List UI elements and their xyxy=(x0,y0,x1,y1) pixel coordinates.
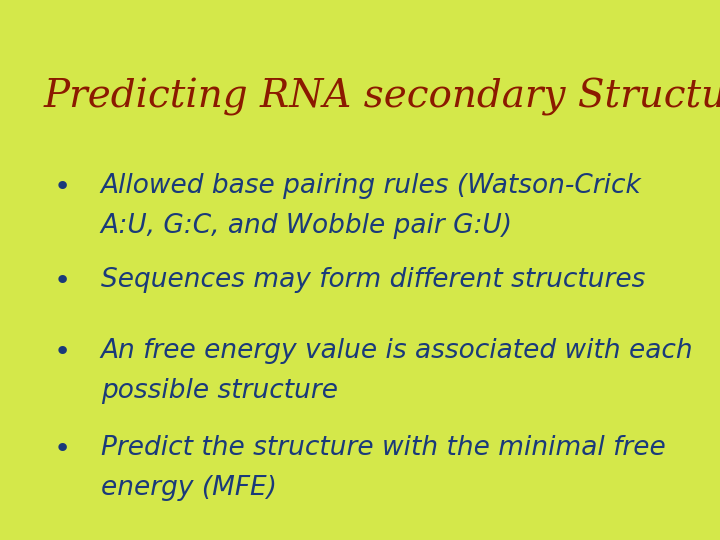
Text: •: • xyxy=(54,435,71,463)
Text: energy (MFE): energy (MFE) xyxy=(101,475,276,501)
Text: Allowed base pairing rules (Watson-Crick: Allowed base pairing rules (Watson-Crick xyxy=(101,173,642,199)
Text: possible structure: possible structure xyxy=(101,378,338,404)
Text: •: • xyxy=(54,173,71,201)
Text: Predict the structure with the minimal free: Predict the structure with the minimal f… xyxy=(101,435,665,461)
Text: A:U, G:C, and Wobble pair G:U): A:U, G:C, and Wobble pair G:U) xyxy=(101,213,513,239)
Text: Predicting RNA secondary Structure: Predicting RNA secondary Structure xyxy=(43,78,720,116)
Text: •: • xyxy=(54,338,71,366)
Text: •: • xyxy=(54,267,71,295)
Text: An free energy value is associated with each: An free energy value is associated with … xyxy=(101,338,693,363)
Text: Sequences may form different structures: Sequences may form different structures xyxy=(101,267,645,293)
